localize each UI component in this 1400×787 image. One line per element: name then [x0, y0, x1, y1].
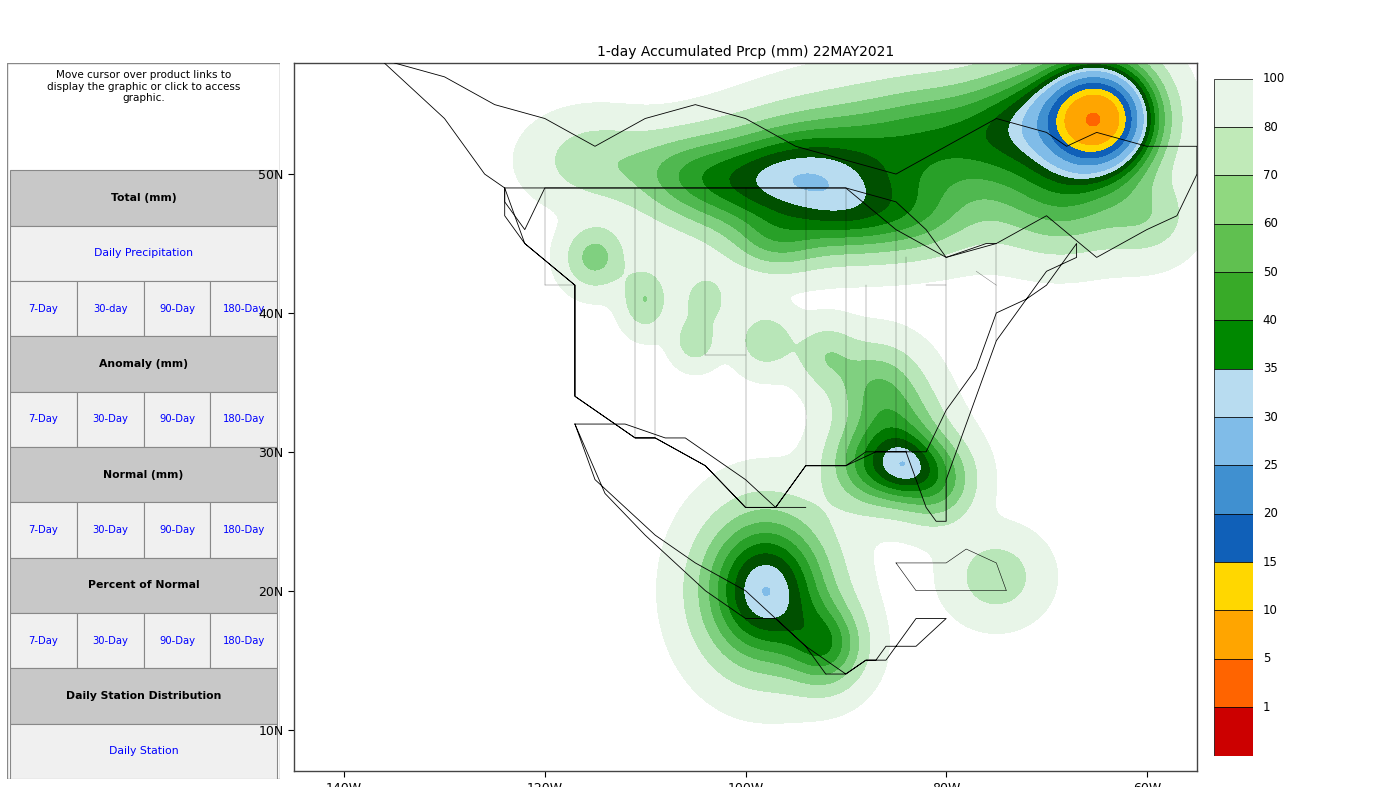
- Bar: [210, 281, 277, 336]
- Bar: [1214, 79, 1253, 127]
- Bar: [1214, 465, 1253, 514]
- Text: 30-Day: 30-Day: [92, 525, 127, 535]
- Title: 1-day Accumulated Prcp (mm) 22MAY2021: 1-day Accumulated Prcp (mm) 22MAY2021: [596, 45, 895, 59]
- Bar: [10, 226, 277, 281]
- Text: 180-Day: 180-Day: [223, 304, 265, 314]
- Text: 180-Day: 180-Day: [223, 415, 265, 424]
- Text: Daily Precipitation: Daily Precipitation: [94, 249, 193, 258]
- Text: 90-Day: 90-Day: [160, 525, 195, 535]
- Bar: [77, 392, 143, 447]
- Bar: [10, 170, 277, 226]
- Bar: [143, 613, 210, 668]
- Text: 7-Day: 7-Day: [28, 304, 57, 314]
- Bar: [10, 281, 77, 336]
- Bar: [1214, 272, 1253, 320]
- Text: 50: 50: [1263, 265, 1278, 279]
- Bar: [1214, 320, 1253, 369]
- Bar: [210, 392, 277, 447]
- Text: Daily Station: Daily Station: [109, 746, 178, 756]
- Bar: [210, 502, 277, 558]
- Bar: [1214, 659, 1253, 708]
- Bar: [210, 613, 277, 668]
- Text: 30-Day: 30-Day: [92, 636, 127, 646]
- Text: 7-Day: 7-Day: [28, 415, 57, 424]
- Text: 180-Day: 180-Day: [223, 636, 265, 646]
- Text: Total (mm): Total (mm): [111, 193, 176, 203]
- Bar: [143, 392, 210, 447]
- Text: Percent of Normal: Percent of Normal: [88, 581, 199, 590]
- Text: 1: 1: [1263, 700, 1270, 714]
- Text: Normal (mm): Normal (mm): [104, 470, 183, 480]
- Bar: [1214, 224, 1253, 272]
- Text: 20: 20: [1263, 508, 1278, 520]
- Bar: [143, 502, 210, 558]
- Text: Move cursor over product links to
display the graphic or click to access
graphic: Move cursor over product links to displa…: [46, 70, 241, 103]
- Bar: [10, 668, 277, 724]
- Text: 30: 30: [1263, 411, 1278, 423]
- Bar: [1214, 708, 1253, 756]
- Text: 90-Day: 90-Day: [160, 415, 195, 424]
- Bar: [1214, 176, 1253, 224]
- Text: Anomaly (mm): Anomaly (mm): [99, 359, 188, 369]
- Text: 35: 35: [1263, 362, 1278, 375]
- Text: 70: 70: [1263, 169, 1278, 182]
- Bar: [1214, 611, 1253, 659]
- Text: 90-Day: 90-Day: [160, 636, 195, 646]
- Text: 90-Day: 90-Day: [160, 304, 195, 314]
- Bar: [1214, 562, 1253, 611]
- Bar: [10, 502, 77, 558]
- Bar: [10, 392, 77, 447]
- Bar: [1214, 514, 1253, 562]
- Text: 100: 100: [1263, 72, 1285, 85]
- Text: 180-Day: 180-Day: [223, 525, 265, 535]
- Bar: [10, 613, 77, 668]
- Text: 5: 5: [1263, 652, 1270, 665]
- Bar: [143, 281, 210, 336]
- Bar: [77, 281, 143, 336]
- Bar: [10, 336, 277, 392]
- Bar: [10, 724, 277, 779]
- Bar: [10, 558, 277, 613]
- Text: 15: 15: [1263, 556, 1278, 569]
- Bar: [1214, 127, 1253, 176]
- Text: 7-Day: 7-Day: [28, 636, 57, 646]
- Text: Precipitation: Precipitation: [589, 15, 811, 44]
- Bar: [1214, 417, 1253, 465]
- Bar: [77, 613, 143, 668]
- Text: 25: 25: [1263, 459, 1278, 472]
- Bar: [10, 447, 277, 502]
- Text: 10: 10: [1263, 604, 1278, 617]
- Text: 40: 40: [1263, 314, 1278, 327]
- Text: 80: 80: [1263, 120, 1278, 134]
- Bar: [1214, 369, 1253, 417]
- Bar: [77, 502, 143, 558]
- Text: Daily Station Distribution: Daily Station Distribution: [66, 691, 221, 701]
- Text: 30-Day: 30-Day: [92, 415, 127, 424]
- Text: 60: 60: [1263, 217, 1278, 231]
- Text: 7-Day: 7-Day: [28, 525, 57, 535]
- Text: 30-day: 30-day: [92, 304, 127, 314]
